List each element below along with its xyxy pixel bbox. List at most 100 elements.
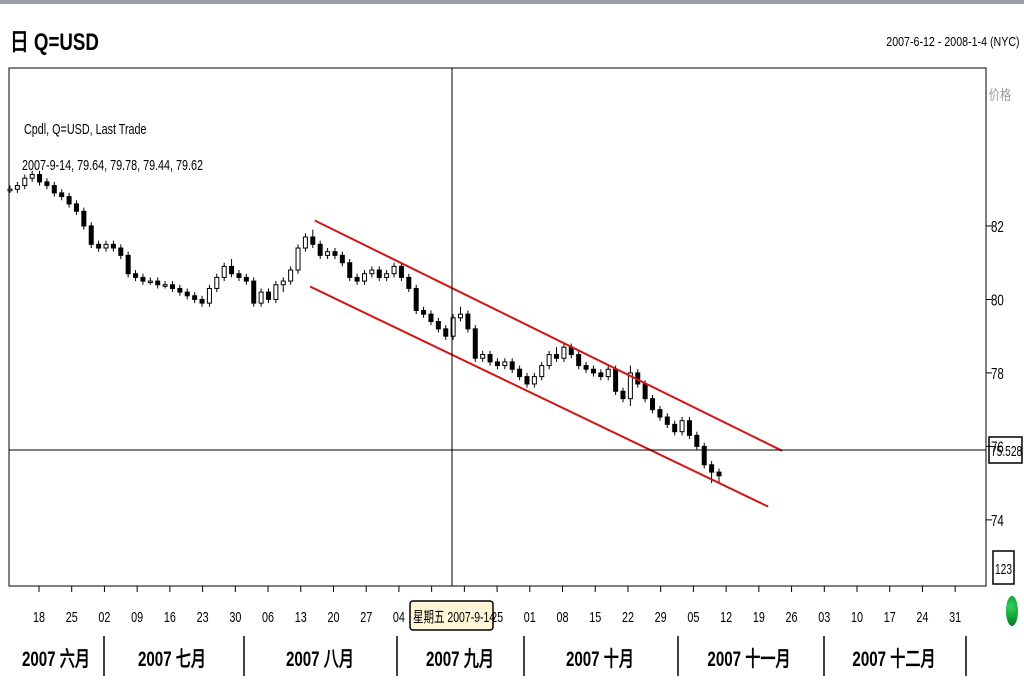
candle	[354, 273, 360, 285]
candle	[37, 170, 43, 186]
candle-body	[295, 247, 301, 271]
candle	[435, 317, 441, 333]
candle-body	[524, 376, 530, 385]
candle-body	[679, 420, 685, 433]
candle-body	[428, 313, 434, 322]
candle	[406, 273, 412, 293]
candle	[192, 292, 198, 304]
candle	[66, 192, 72, 208]
candle	[177, 284, 183, 296]
candle	[554, 347, 560, 362]
candle-body	[391, 265, 397, 275]
candle-body	[96, 243, 102, 249]
candle	[450, 314, 456, 340]
candle-body	[192, 295, 198, 300]
time-tick-label: 10	[851, 608, 863, 625]
time-tick-label: 18	[33, 608, 45, 625]
candle	[88, 222, 94, 249]
time-tick-label: 31	[949, 608, 961, 625]
candle-body	[716, 471, 722, 477]
candle	[295, 244, 301, 274]
date-range: 2007-6-12 - 2008-1-4 (NYC)	[886, 34, 1020, 49]
candle-body	[472, 328, 478, 359]
candle-body	[517, 368, 523, 378]
candle	[494, 358, 500, 370]
candle	[620, 387, 626, 403]
candle-body	[332, 251, 338, 256]
candle-body	[310, 236, 316, 245]
candle	[96, 240, 102, 252]
chart-title: 日 Q=USD	[10, 29, 99, 56]
candle	[288, 266, 294, 285]
candle	[7, 185, 13, 193]
candle-body	[458, 313, 464, 319]
candle	[398, 262, 404, 282]
candle	[332, 248, 338, 260]
candle	[140, 273, 146, 285]
candle	[539, 361, 545, 381]
candle	[694, 431, 700, 451]
month-label: 2007 六月	[22, 646, 90, 670]
candle-body	[627, 372, 633, 400]
channel-line	[314, 219, 783, 452]
candle-body	[184, 291, 190, 297]
candle	[458, 306, 464, 322]
candle	[162, 281, 168, 289]
time-tick-label: 16	[164, 608, 176, 625]
candle-body	[199, 298, 205, 304]
candle	[51, 181, 57, 197]
candles-layer	[7, 170, 722, 484]
price-tick-label: 82	[991, 217, 1004, 235]
time-tick-label: 20	[327, 608, 339, 625]
candle-body	[590, 368, 596, 374]
candle-body	[110, 243, 116, 249]
candle-body	[642, 383, 648, 400]
candle	[184, 288, 190, 300]
month-label: 2007 十月	[566, 646, 634, 670]
candle	[73, 200, 79, 215]
candle	[125, 251, 131, 278]
candle-body	[398, 265, 404, 278]
candle	[29, 170, 35, 182]
candle-body	[59, 192, 65, 198]
time-tick-label: 09	[131, 608, 143, 625]
candle	[81, 207, 87, 230]
candle-body	[302, 236, 308, 249]
candle-body	[694, 434, 700, 447]
candle-body	[243, 276, 249, 282]
candle	[302, 233, 308, 252]
candle	[110, 240, 116, 252]
candle-body	[465, 313, 471, 330]
candle-body	[546, 354, 552, 367]
candle-body	[531, 376, 537, 385]
candle-body	[44, 181, 50, 187]
price-tick-label: 80	[991, 291, 1004, 309]
candle	[598, 369, 604, 381]
time-tick-label: 17	[884, 608, 896, 625]
candle-body	[214, 276, 220, 289]
candle-body	[435, 320, 441, 330]
candle-body	[325, 251, 331, 256]
time-tick-label: 25	[491, 608, 503, 625]
candle	[590, 365, 596, 377]
time-tick-label: 02	[98, 608, 110, 625]
candle-body	[494, 361, 500, 367]
time-tick-label: 01	[524, 608, 536, 625]
candle	[339, 251, 345, 267]
candle-body	[7, 188, 13, 192]
time-tick-label: 06	[262, 608, 274, 625]
crosshair-date-box	[409, 600, 494, 631]
extra-value-box	[992, 550, 1015, 585]
time-tick-label: 23	[197, 608, 209, 625]
candle	[583, 361, 589, 373]
crosshair-date-label: 星期五 2007-9-14	[413, 608, 495, 625]
candle	[376, 266, 382, 282]
month-label: 2007 十一月	[707, 646, 790, 670]
candle-body	[554, 354, 560, 359]
price-tick-label: 78	[991, 364, 1004, 382]
time-tick-label: 04	[393, 608, 405, 625]
candle-body	[88, 225, 94, 245]
candle-body	[288, 269, 294, 282]
candle-body	[140, 276, 146, 282]
